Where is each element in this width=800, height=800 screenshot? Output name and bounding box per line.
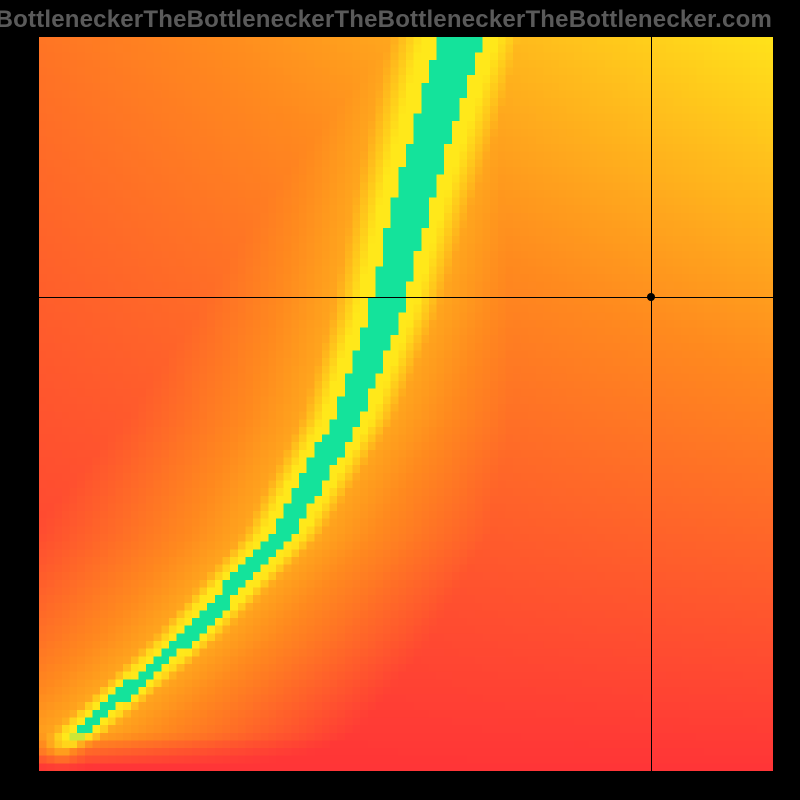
crosshair-marker[interactable]: [647, 293, 655, 301]
bottleneck-heatmap: [39, 37, 773, 771]
chart-container: TheBottleneckerTheBottleneckerTheBottlen…: [0, 0, 800, 800]
crosshair-horizontal: [39, 297, 773, 298]
watermark-text: TheBottleneckerTheBottleneckerTheBottlen…: [0, 6, 772, 34]
crosshair-vertical: [651, 37, 652, 771]
